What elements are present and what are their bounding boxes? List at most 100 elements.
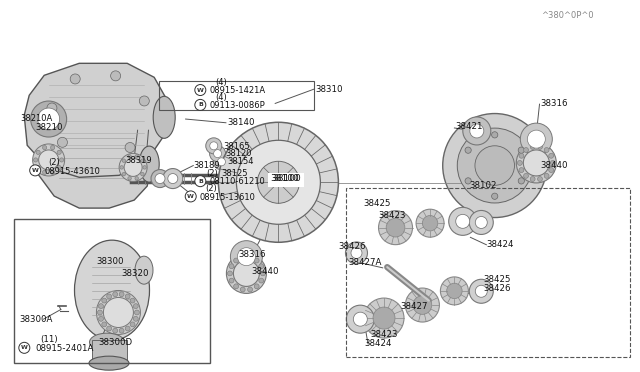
Circle shape <box>405 288 440 322</box>
Circle shape <box>517 160 522 166</box>
Circle shape <box>378 211 413 245</box>
Circle shape <box>33 158 38 162</box>
Circle shape <box>524 148 529 153</box>
Text: (4): (4) <box>215 78 227 87</box>
Circle shape <box>214 154 230 170</box>
Text: 38210: 38210 <box>35 124 63 132</box>
Circle shape <box>33 144 65 176</box>
Circle shape <box>475 146 515 185</box>
Circle shape <box>130 298 135 303</box>
Circle shape <box>259 278 264 283</box>
Circle shape <box>151 170 169 187</box>
Circle shape <box>373 307 395 329</box>
Circle shape <box>465 178 471 184</box>
Circle shape <box>465 147 471 153</box>
Circle shape <box>476 285 487 297</box>
Text: 38100: 38100 <box>270 174 298 183</box>
Circle shape <box>51 170 55 174</box>
Circle shape <box>413 296 432 314</box>
Circle shape <box>155 174 165 183</box>
Ellipse shape <box>153 96 175 138</box>
Text: 08915-2401A: 08915-2401A <box>35 344 93 353</box>
Circle shape <box>524 150 549 176</box>
Text: 38424: 38424 <box>486 240 514 249</box>
Circle shape <box>195 84 206 96</box>
Bar <box>268 173 304 187</box>
Text: 09113-0086P: 09113-0086P <box>210 101 266 110</box>
Circle shape <box>124 158 142 176</box>
Circle shape <box>538 177 543 182</box>
Text: 38189: 38189 <box>193 161 220 170</box>
Circle shape <box>134 310 140 315</box>
Circle shape <box>550 160 556 166</box>
Circle shape <box>130 322 135 327</box>
Circle shape <box>353 312 367 326</box>
Text: 08915-13610: 08915-13610 <box>200 193 255 202</box>
Circle shape <box>254 258 259 263</box>
Circle shape <box>218 122 339 242</box>
Circle shape <box>492 132 498 138</box>
Circle shape <box>257 161 300 203</box>
Circle shape <box>416 209 444 237</box>
Circle shape <box>516 143 556 183</box>
Circle shape <box>143 166 147 169</box>
Text: B: B <box>198 179 203 184</box>
Circle shape <box>527 130 545 148</box>
Text: 38423: 38423 <box>370 330 397 339</box>
Circle shape <box>97 310 102 315</box>
Circle shape <box>99 304 104 309</box>
Ellipse shape <box>135 256 153 284</box>
Circle shape <box>107 326 111 331</box>
Circle shape <box>122 172 125 176</box>
Circle shape <box>99 316 104 321</box>
Circle shape <box>51 145 55 150</box>
Circle shape <box>469 211 493 234</box>
Circle shape <box>519 153 524 158</box>
Circle shape <box>163 169 183 189</box>
Circle shape <box>254 284 259 289</box>
Circle shape <box>38 108 60 130</box>
Text: 38426: 38426 <box>484 284 511 293</box>
Circle shape <box>476 217 487 228</box>
Circle shape <box>141 172 144 176</box>
Text: 38319: 38319 <box>125 156 152 165</box>
Circle shape <box>346 242 367 264</box>
Circle shape <box>346 305 374 333</box>
Circle shape <box>234 260 259 286</box>
Text: 38100: 38100 <box>272 174 301 183</box>
Bar <box>14 219 210 363</box>
Ellipse shape <box>90 333 125 351</box>
Ellipse shape <box>140 146 159 182</box>
Circle shape <box>47 103 57 113</box>
Circle shape <box>195 176 206 187</box>
Text: 38320: 38320 <box>122 269 149 278</box>
Circle shape <box>113 328 118 333</box>
Circle shape <box>524 173 529 178</box>
Text: 38102: 38102 <box>470 182 497 190</box>
Text: 38316: 38316 <box>238 250 266 259</box>
Text: 38425: 38425 <box>484 275 511 284</box>
Circle shape <box>36 150 40 154</box>
Text: 38210A: 38210A <box>20 114 52 123</box>
Circle shape <box>364 298 404 338</box>
Circle shape <box>530 144 535 149</box>
Circle shape <box>120 166 124 169</box>
Circle shape <box>469 279 493 303</box>
Circle shape <box>548 153 554 158</box>
Circle shape <box>42 170 47 174</box>
Circle shape <box>119 153 147 182</box>
Circle shape <box>57 166 61 170</box>
Text: 38427A: 38427A <box>349 258 382 267</box>
Text: 38120: 38120 <box>225 149 252 158</box>
Text: (11): (11) <box>40 335 58 344</box>
Circle shape <box>518 147 524 153</box>
Circle shape <box>42 145 47 150</box>
Circle shape <box>240 287 245 292</box>
Circle shape <box>125 294 130 299</box>
Circle shape <box>443 113 547 218</box>
Text: 38421: 38421 <box>456 122 483 131</box>
Circle shape <box>259 264 264 269</box>
Circle shape <box>210 145 226 162</box>
Text: W: W <box>21 345 28 350</box>
Circle shape <box>133 304 138 309</box>
